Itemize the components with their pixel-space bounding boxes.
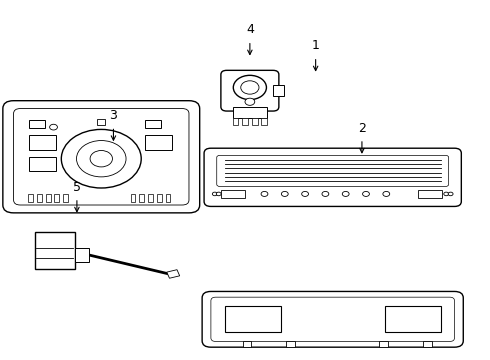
Bar [54,194,59,202]
Bar [29,135,56,150]
Bar [166,194,171,202]
Bar [157,194,162,202]
Circle shape [343,192,349,197]
Text: 4: 4 [246,23,254,36]
Circle shape [322,192,329,197]
Circle shape [233,75,267,100]
FancyBboxPatch shape [221,70,279,111]
Bar [145,135,172,150]
FancyBboxPatch shape [14,109,189,205]
Bar [63,194,68,202]
Bar [242,118,248,125]
Bar [243,341,251,347]
Text: 3: 3 [109,109,118,122]
Bar [28,194,33,202]
FancyBboxPatch shape [202,292,463,347]
Bar [418,190,442,198]
Bar [233,118,238,125]
FancyBboxPatch shape [211,297,455,342]
FancyBboxPatch shape [217,156,449,186]
Text: 1: 1 [312,40,319,53]
Bar [29,120,45,128]
Bar [252,118,258,125]
Circle shape [281,192,288,197]
Circle shape [216,192,221,196]
Circle shape [261,192,268,197]
Bar [139,194,144,202]
Polygon shape [34,232,75,269]
Bar [287,341,295,347]
Bar [148,194,153,202]
Bar [167,270,180,278]
Circle shape [302,192,309,197]
Circle shape [444,192,449,196]
Bar [145,120,161,128]
Bar [379,341,388,347]
Text: 5: 5 [73,181,81,194]
Bar [75,248,89,262]
Circle shape [241,81,259,94]
Bar [98,119,105,125]
Bar [423,341,432,347]
Bar [46,194,50,202]
Bar [29,157,56,171]
Bar [37,194,42,202]
Circle shape [61,129,141,188]
Circle shape [363,192,369,197]
Circle shape [90,150,113,167]
Circle shape [76,140,126,177]
Text: 2: 2 [358,122,366,135]
FancyBboxPatch shape [3,101,200,213]
Bar [261,118,267,125]
Polygon shape [273,85,284,95]
Bar [220,190,245,198]
Bar [385,306,441,332]
Circle shape [383,192,390,197]
Circle shape [49,124,57,130]
Circle shape [448,192,453,196]
Bar [224,306,281,332]
Bar [130,194,135,202]
Bar [233,107,267,118]
Circle shape [212,192,217,196]
FancyBboxPatch shape [204,148,461,206]
Circle shape [245,98,255,105]
